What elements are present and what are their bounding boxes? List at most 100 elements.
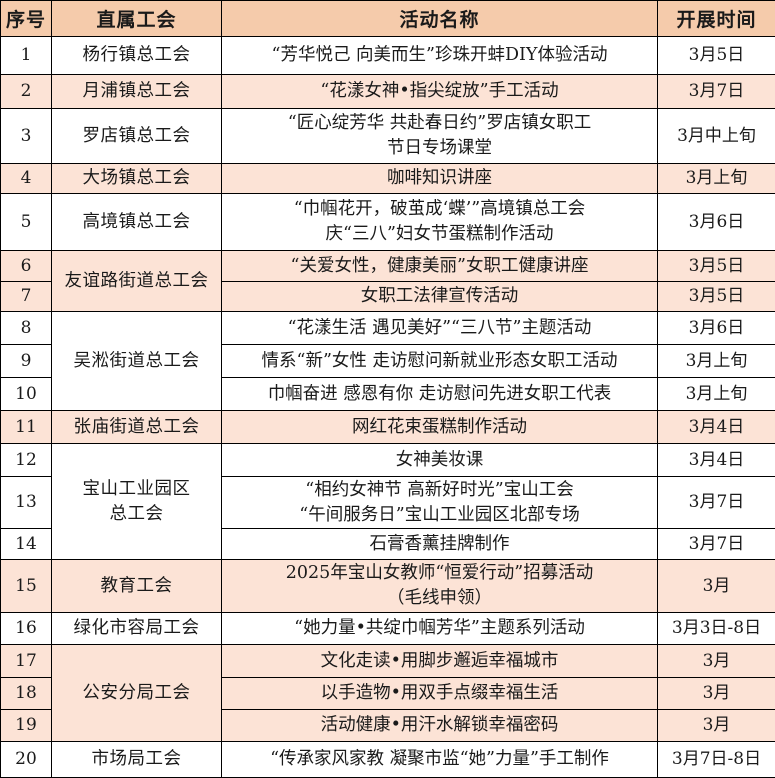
activity-line: “她力量•共绽巾帼芳华”主题系列活动 (294, 618, 585, 639)
cell-index: 20 (0, 741, 52, 778)
cell-union: 高境镇总工会 (51, 193, 222, 251)
cell-index: 19 (0, 709, 52, 742)
cell-activity: “花漾生活 遇见美好”“三八节”主题活动 (221, 311, 658, 345)
activity-line: 巾帼奋进 感恩有你 走访慰问先进女职工代表 (267, 383, 612, 404)
union-line: 吴淞街道总工会 (73, 350, 200, 371)
table-row: 7 女职工法律宣传活动 3月5日 (0, 281, 775, 312)
cell-date: 3月7日 (657, 476, 775, 529)
cell-date: 3月上旬 (657, 377, 775, 411)
cell-activity: 巾帼奋进 感恩有你 走访慰问先进女职工代表 (221, 377, 658, 411)
activity-line: 情系“新”女性 走访慰问新就业形态女职工活动 (261, 350, 618, 371)
table-row: 15 教育工会 2025年宝山女教师“恒爱行动”招募活动 （毛线申领） 3月 (0, 559, 775, 613)
table-row: 13 “相约女神节 高新好时光”宝山工会 “午间服务日”宝山工业园区北部专场 3月7日 (0, 476, 775, 529)
cell-date: 3月5日 (657, 36, 775, 75)
cell-date: 3月6日 (657, 311, 775, 345)
cell-index: 1 (0, 36, 52, 75)
union-line: 罗店镇总工会 (82, 125, 191, 146)
cell-union: 教育工会 (51, 559, 222, 613)
cell-activity: “匠心绽芳华 共赴春日约”罗店镇女职工 节日专场课堂 (221, 108, 658, 164)
cell-date: 3月5日 (657, 250, 775, 282)
cell-activity: 活动健康•用汗水解锁幸福密码 (221, 709, 658, 742)
cell-index: 2 (0, 74, 52, 109)
activity-line: 网红花束蛋糕制作活动 (352, 416, 527, 437)
activity-line: 咖啡知识讲座 (387, 168, 492, 189)
cell-date: 3月7日 (657, 528, 775, 560)
cell-index: 6 (0, 250, 52, 282)
cell-index: 5 (0, 193, 52, 251)
union-line: 友谊路街道总工会 (64, 270, 209, 291)
cell-index: 10 (0, 377, 52, 411)
activity-line: 以手造物•用双手点缀幸福生活 (320, 683, 559, 704)
union-line: 月浦镇总工会 (82, 81, 191, 102)
activity-line: 活动健康•用汗水解锁幸福密码 (320, 715, 559, 736)
activity-line: （毛线申领） (387, 588, 492, 608)
union-line: 教育工会 (100, 575, 173, 596)
cell-union: 绿化市容局工会 (51, 612, 222, 645)
table-row: 10 巾帼奋进 感恩有你 走访慰问先进女职工代表 3月上旬 (0, 377, 775, 411)
table-row: 9 情系“新”女性 走访慰问新就业形态女职工活动 3月上旬 (0, 344, 775, 378)
cell-index: 8 (0, 311, 52, 345)
table-row: 14 石膏香薰挂牌制作 3月7日 (0, 528, 775, 560)
activity-line: “巾帼花开，破茧成‘蝶’”高境镇总工会 (293, 199, 586, 220)
activity-line: 女神美妆课 (395, 449, 484, 470)
cell-union: 大场镇总工会 (51, 163, 222, 194)
cell-union: 吴淞街道总工会 (51, 311, 222, 411)
cell-activity: 以手造物•用双手点缀幸福生活 (221, 677, 658, 710)
cell-date: 3月7日 (657, 74, 775, 109)
cell-date: 3月3日-8日 (657, 612, 775, 645)
cell-index: 3 (0, 108, 52, 164)
union-line: 公安分局工会 (82, 682, 191, 703)
cell-date: 3月4日 (657, 410, 775, 444)
table-row: 17 公安分局工会 文化走读•用脚步邂逅幸福城市 3月 (0, 644, 775, 742)
cell-date: 3月上旬 (657, 344, 775, 378)
cell-index: 13 (0, 476, 52, 529)
activity-line: 2025年宝山女教师“恒爱行动”招募活动 (285, 563, 594, 584)
column-header-union: 直属工会 (51, 0, 222, 37)
union-line: 宝山工业园区 (82, 478, 191, 499)
cell-date: 3月 (657, 677, 775, 710)
cell-date: 3月上旬 (657, 163, 775, 194)
cell-union: 市场局工会 (51, 741, 222, 778)
cell-index: 18 (0, 677, 52, 710)
cell-activity: “花漾女神•指尖绽放”手工活动 (221, 74, 658, 109)
cell-activity: “传承家风家教 凝聚市监“她”力量”手工制作 (221, 741, 658, 778)
cell-index: 15 (0, 559, 52, 613)
cell-date: 3月7日-8日 (657, 741, 775, 778)
cell-activity: 女神美妆课 (221, 443, 658, 477)
table-row: 8 吴淞街道总工会 “花漾生活 遇见美好”“三八节”主题活动 3月6日 (0, 311, 775, 411)
table-row: 20 市场局工会 “传承家风家教 凝聚市监“她”力量”手工制作 3月7日-8日 (0, 741, 775, 778)
cell-activity: “巾帼花开，破茧成‘蝶’”高境镇总工会 庆“三八”妇女节蛋糕制作活动 (221, 193, 658, 251)
cell-activity: 网红花束蛋糕制作活动 (221, 410, 658, 444)
cell-date: 3月中上旬 (657, 108, 775, 164)
activity-line: 女职工法律宣传活动 (360, 286, 519, 307)
cell-activity: 情系“新”女性 走访慰问新就业形态女职工活动 (221, 344, 658, 378)
table-row: 11 张庙街道总工会 网红花束蛋糕制作活动 3月4日 (0, 410, 775, 444)
table-row: 3 罗店镇总工会 “匠心绽芳华 共赴春日约”罗店镇女职工 节日专场课堂 3月中上旬 (0, 108, 775, 164)
cell-activity: 文化走读•用脚步邂逅幸福城市 (221, 644, 658, 678)
cell-index: 7 (0, 281, 52, 312)
activity-line: 文化走读•用脚步邂逅幸福城市 (320, 650, 559, 671)
cell-index: 17 (0, 644, 52, 678)
activity-line: “花漾女神•指尖绽放”手工活动 (320, 81, 559, 102)
cell-activity: “关爱女性，健康美丽”女职工健康讲座 (221, 250, 658, 282)
activity-line: “匠心绽芳华 共赴春日约”罗店镇女职工 (287, 113, 592, 134)
cell-index: 12 (0, 443, 52, 477)
table-header: 序号 直属工会 活动名称 开展时间 (0, 0, 775, 37)
table-row: 1 杨行镇总工会 “芳华悦己 向美而生”珍珠开蚌DIY体验活动 3月5日 (0, 36, 775, 75)
cell-union: 公安分局工会 (51, 644, 222, 742)
activity-line: “相约女神节 高新好时光”宝山工会 (305, 479, 574, 500)
union-line: 绿化市容局工会 (73, 618, 200, 639)
header-row: 序号 直属工会 活动名称 开展时间 (0, 0, 775, 37)
cell-activity: “她力量•共绽巾帼芳华”主题系列活动 (221, 612, 658, 645)
table-row: 2 月浦镇总工会 “花漾女神•指尖绽放”手工活动 3月7日 (0, 74, 775, 109)
table-row: 5 高境镇总工会 “巾帼花开，破茧成‘蝶’”高境镇总工会 庆“三八”妇女节蛋糕制作活动… (0, 193, 775, 251)
cell-union: 友谊路街道总工会 (51, 250, 222, 312)
activity-line: 节日专场课堂 (387, 138, 492, 158)
table-row: 4 大场镇总工会 咖啡知识讲座 3月上旬 (0, 163, 775, 194)
activity-line: 庆“三八”妇女节蛋糕制作活动 (325, 224, 554, 244)
column-header-date: 开展时间 (657, 0, 775, 37)
cell-union: 月浦镇总工会 (51, 74, 222, 109)
cell-index: 11 (0, 410, 52, 444)
activity-line: “花漾生活 遇见美好”“三八节”主题活动 (287, 317, 592, 338)
cell-activity: “芳华悦己 向美而生”珍珠开蚌DIY体验活动 (221, 36, 658, 75)
